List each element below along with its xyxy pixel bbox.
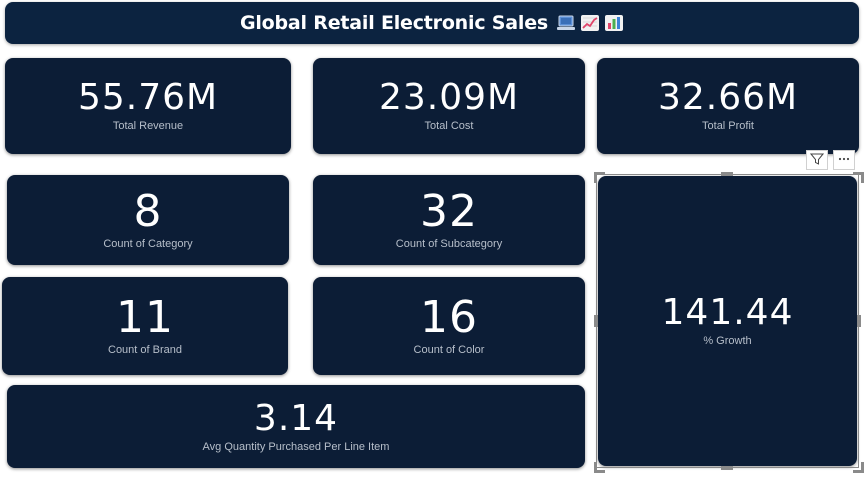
more-options-icon <box>837 151 851 170</box>
kpi-value: 141.44 <box>661 292 794 333</box>
kpi-card-total-profit[interactable]: 32.66M Total Profit <box>597 58 859 154</box>
kpi-value: 32 <box>420 186 478 237</box>
page-title: Global Retail Electronic Sales <box>239 12 549 34</box>
resize-handle-top-right[interactable] <box>853 172 864 183</box>
kpi-label: Count of Subcategory <box>395 238 503 250</box>
kpi-card-avg-quantity[interactable]: 3.14 Avg Quantity Purchased Per Line Ite… <box>7 385 585 468</box>
chart-increasing-emoji-icon <box>580 14 600 32</box>
resize-handle-left[interactable] <box>594 315 598 327</box>
kpi-label: Avg Quantity Purchased Per Line Item <box>202 440 390 453</box>
laptop-emoji-icon <box>556 14 576 32</box>
kpi-card-growth[interactable]: 141.44 % Growth <box>598 176 857 466</box>
resize-handle-right[interactable] <box>857 315 861 327</box>
kpi-value: 8 <box>133 186 163 237</box>
kpi-value: 11 <box>116 292 174 343</box>
kpi-label: Total Profit <box>702 120 754 132</box>
resize-handle-top[interactable] <box>721 172 733 176</box>
kpi-card-count-category[interactable]: 8 Count of Category <box>7 175 289 265</box>
kpi-value: 3.14 <box>253 397 339 439</box>
kpi-card-total-cost[interactable]: 23.09M Total Cost <box>313 58 585 154</box>
resize-handle-bottom[interactable] <box>721 466 733 470</box>
more-options-button[interactable] <box>833 150 855 170</box>
kpi-label: % Growth <box>703 335 752 347</box>
filter-button[interactable] <box>806 150 828 170</box>
bar-chart-emoji-icon <box>604 14 624 32</box>
kpi-value: 16 <box>420 292 478 343</box>
kpi-card-count-brand[interactable]: 11 Count of Brand <box>2 277 288 375</box>
kpi-label: Count of Category <box>103 238 193 250</box>
resize-handle-top-left[interactable] <box>594 172 605 183</box>
kpi-value: 23.09M <box>378 77 520 118</box>
filter-icon <box>809 151 825 170</box>
title-banner: Global Retail Electronic Sales <box>5 2 859 44</box>
resize-handle-bottom-left[interactable] <box>594 462 605 473</box>
kpi-value: 55.76M <box>77 77 219 118</box>
kpi-label: Total Cost <box>424 120 474 132</box>
kpi-label: Total Revenue <box>112 120 184 132</box>
resize-handle-bottom-right[interactable] <box>853 462 864 473</box>
kpi-card-count-subcategory[interactable]: 32 Count of Subcategory <box>313 175 585 265</box>
kpi-card-count-color[interactable]: 16 Count of Color <box>313 277 585 375</box>
kpi-label: Count of Color <box>413 344 485 356</box>
title-emoji-group <box>556 14 624 32</box>
kpi-value: 32.66M <box>657 77 799 118</box>
kpi-card-total-revenue[interactable]: 55.76M Total Revenue <box>5 58 291 154</box>
kpi-label: Count of Brand <box>108 344 182 356</box>
